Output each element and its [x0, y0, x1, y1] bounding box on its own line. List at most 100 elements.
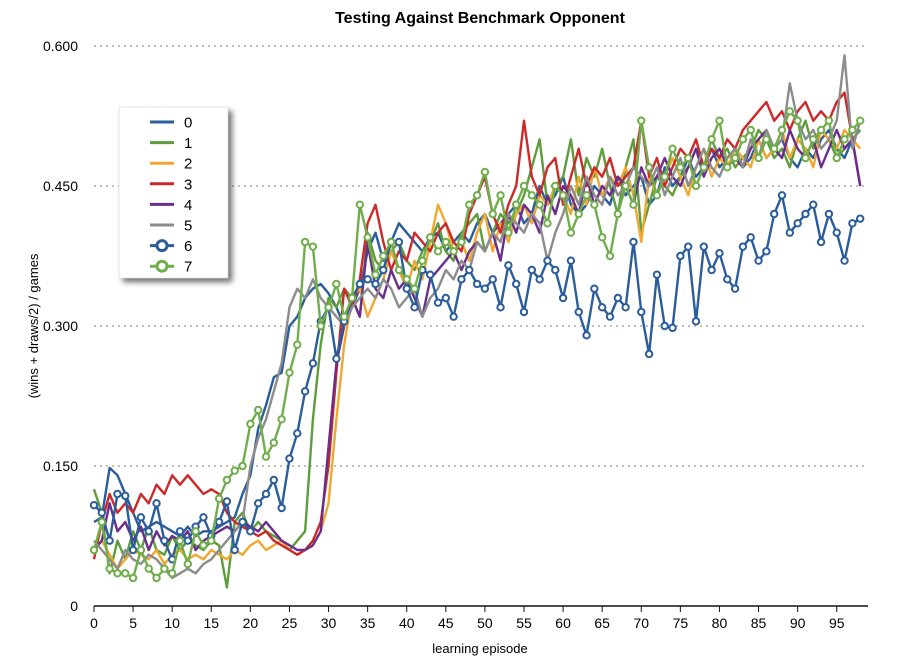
data-point — [97, 517, 107, 527]
data-point — [504, 261, 513, 270]
data-point — [785, 107, 795, 116]
data-point — [777, 191, 787, 200]
legend-box — [118, 106, 229, 279]
x-tick-label: 0 — [90, 615, 98, 631]
data-point — [449, 247, 458, 256]
data-point — [824, 209, 834, 219]
data-point — [777, 125, 787, 135]
data-point — [574, 307, 583, 317]
data-point — [402, 284, 411, 293]
data-point — [511, 279, 521, 289]
legend-item-7: 7 — [150, 259, 192, 276]
data-point — [410, 284, 419, 293]
legend-item-0: 0 — [150, 115, 192, 132]
data-point — [222, 497, 232, 506]
data-point — [363, 275, 372, 284]
data-point — [558, 293, 568, 303]
data-point — [214, 517, 224, 527]
y-axis-label: (wins + draws/2) / games — [26, 253, 41, 398]
data-point — [660, 321, 669, 331]
data-point — [519, 307, 529, 317]
data-point — [285, 454, 294, 463]
data-point — [582, 331, 591, 340]
data-point — [480, 167, 490, 177]
data-point — [433, 298, 443, 307]
x-tick-label: 80 — [712, 615, 728, 631]
y-tick-label: 0.300 — [43, 318, 78, 334]
data-point — [332, 354, 341, 363]
x-tick-label: 25 — [282, 615, 298, 631]
data-point — [441, 237, 451, 247]
data-point — [840, 135, 849, 144]
data-point — [449, 312, 458, 321]
data-point — [144, 527, 153, 536]
data-point — [676, 251, 685, 261]
data-point — [269, 438, 279, 447]
data-point — [285, 368, 294, 377]
data-point — [801, 209, 810, 219]
data-point — [496, 303, 505, 312]
data-point — [707, 135, 716, 144]
data-point — [801, 153, 810, 163]
data-point — [723, 275, 732, 284]
data-point — [496, 191, 505, 200]
data-point — [660, 172, 669, 181]
data-point — [308, 359, 318, 368]
data-point — [855, 116, 865, 125]
x-tick-label: 70 — [633, 615, 649, 631]
data-point — [535, 200, 544, 209]
data-point — [762, 247, 771, 256]
data-point — [738, 135, 748, 144]
data-point — [332, 279, 341, 289]
x-tick-label: 15 — [203, 615, 219, 631]
data-point — [277, 415, 286, 424]
data-point — [504, 228, 513, 237]
data-point — [394, 237, 404, 247]
data-point — [183, 559, 193, 569]
data-point — [199, 541, 208, 550]
data-point — [160, 564, 169, 573]
data-point — [379, 251, 388, 261]
series-7 — [89, 107, 865, 583]
data-point — [637, 307, 646, 317]
data-point — [355, 200, 365, 209]
legend-item-5: 5 — [150, 218, 192, 235]
data-point — [691, 317, 701, 326]
x-tick-label: 45 — [438, 615, 454, 631]
data-point — [167, 569, 177, 578]
legend-label: 5 — [184, 218, 192, 235]
data-point — [410, 303, 419, 312]
data-point — [316, 321, 325, 331]
data-point — [261, 489, 271, 499]
data-point — [840, 256, 849, 265]
data-point — [175, 536, 185, 545]
data-point — [121, 491, 130, 501]
data-point — [597, 233, 607, 242]
data-point — [527, 191, 537, 200]
data-point — [441, 293, 451, 303]
x-tick-label: 60 — [555, 615, 571, 631]
data-point — [214, 494, 224, 503]
data-point — [785, 228, 795, 237]
data-point — [769, 144, 779, 153]
data-point — [621, 303, 630, 312]
data-point — [597, 303, 607, 312]
data-point — [199, 513, 208, 522]
data-point — [371, 270, 380, 279]
data-point — [590, 284, 599, 293]
data-point — [371, 279, 380, 289]
data-point — [191, 527, 200, 536]
x-tick-label: 90 — [790, 615, 806, 631]
data-point — [152, 499, 161, 508]
data-point — [629, 200, 638, 209]
x-tick-label: 5 — [129, 615, 137, 631]
data-point — [238, 517, 247, 527]
data-point — [308, 242, 318, 251]
x-tick-label: 50 — [477, 615, 493, 631]
x-tick-label: 20 — [243, 615, 259, 631]
x-tick-label: 30 — [321, 615, 337, 631]
legend-item-3: 3 — [150, 176, 192, 193]
data-point — [691, 181, 701, 191]
data-point — [246, 419, 255, 429]
data-point — [465, 200, 474, 209]
